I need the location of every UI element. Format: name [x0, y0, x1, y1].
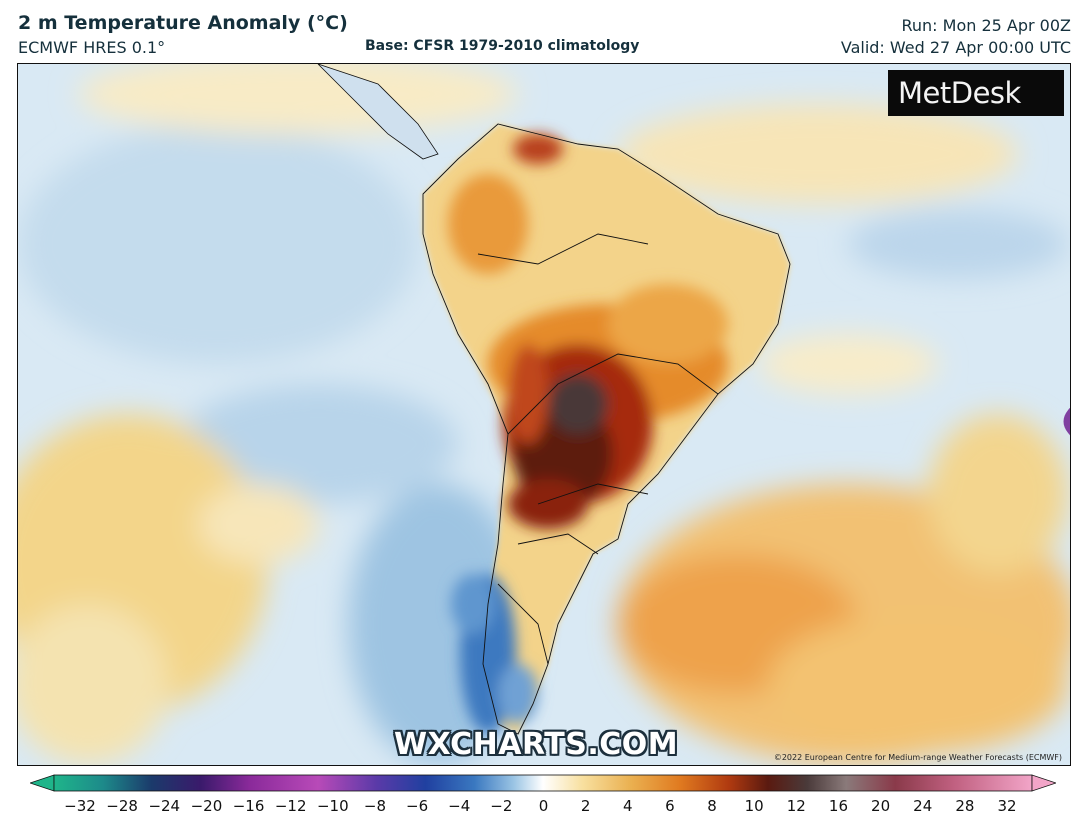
metdesk-logo: MetDesk [888, 70, 1070, 481]
colorbar-graphic [30, 774, 1056, 792]
model-name: ECMWF HRES 0.1° [18, 38, 166, 57]
colorbar-gradient [53, 774, 1033, 792]
colorbar-min-arrow [30, 774, 55, 792]
colorbar-tick-label: 16 [828, 797, 848, 815]
metdesk-flower-icon [1063, 362, 1070, 481]
colorbar-tick-label: 24 [913, 797, 933, 815]
colorbar-tick-label: 0 [538, 797, 549, 815]
colorbar-tick-label: 4 [622, 797, 633, 815]
anomaly-map-graphic [18, 64, 1070, 765]
colorbar-tick-label: −32 [64, 797, 96, 815]
colorbar-tick-label: 28 [955, 797, 975, 815]
colorbar-tick-label: −20 [190, 797, 223, 815]
logo-text: MetDesk [898, 76, 1021, 110]
colorbar-tick-label: 12 [786, 797, 806, 815]
colorbar-tick-label: −6 [406, 797, 429, 815]
colorbar-tick-label: −28 [106, 797, 138, 815]
run-time: Run: Mon 25 Apr 00Z [901, 16, 1071, 35]
colorbar-tick-label: −8 [363, 797, 387, 815]
copyright-notice: ©2022 European Centre for Medium-range W… [773, 753, 1062, 762]
colorbar-tick-label: 20 [871, 797, 891, 815]
colorbar-tick-label: −16 [232, 797, 265, 815]
colorbar-tick-label: −24 [148, 797, 181, 815]
anomaly-map: MetDesk WXCHARTS.COM ©2022 European Cent… [17, 63, 1071, 766]
colorbar-tick-label: 10 [744, 797, 764, 815]
colorbar-tick-label: 2 [580, 797, 591, 815]
valid-time: Valid: Wed 27 Apr 00:00 UTC [840, 38, 1071, 57]
climatology-base: Base: CFSR 1979-2010 climatology [365, 38, 640, 54]
colorbar-tick-label: −4 [448, 797, 471, 815]
colorbar-tick-label: −12 [274, 797, 307, 815]
colorbar-tick-label: 8 [707, 797, 717, 815]
watermark: WXCHARTS.COM [394, 727, 679, 762]
colorbar-tick-label: 6 [665, 797, 675, 815]
colorbar-max-arrow [1031, 774, 1056, 792]
chart-title: 2 m Temperature Anomaly (°C) [18, 12, 348, 34]
colorbar-tick-label: −2 [490, 797, 513, 815]
colorbar-tick-label: 32 [997, 797, 1017, 815]
colorbar-tick-label: −10 [316, 797, 349, 815]
colorbar [30, 774, 1056, 792]
